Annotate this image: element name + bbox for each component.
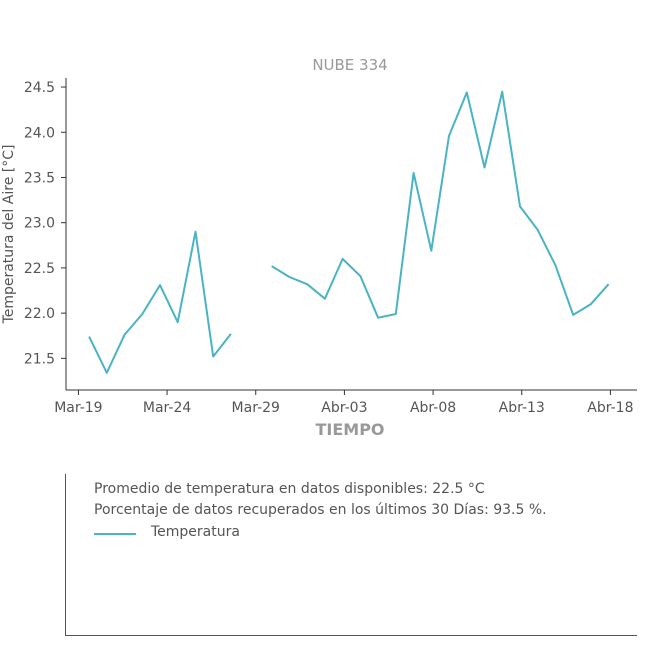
recovered-data-percentage-text: Porcentaje de datos recuperados en los ú… xyxy=(94,502,547,518)
series-line-temperatura xyxy=(88,230,232,374)
y-tick-label: 24.5 xyxy=(24,80,55,96)
x-axis-label: TIEMPO xyxy=(315,420,384,439)
y-tick-label: 22.5 xyxy=(24,261,55,277)
x-tick-label: Abr-03 xyxy=(321,400,367,416)
x-tick-label: Mar-29 xyxy=(232,400,280,416)
y-tick-label: 23.0 xyxy=(24,216,55,232)
temperature-chart: NUBE 334 21.5 22.0 22.5 23.0 23.5 24.0 24.5 Ma… xyxy=(1,56,637,439)
legend-label-temperatura: Temperatura xyxy=(151,524,240,540)
x-axis-ticks: Mar-19 Mar-24 Mar-29 Abr-03 Abr-08 Abr-13 Abr-… xyxy=(54,390,634,416)
average-temperature-text: Promedio de temperatura en datos disponi… xyxy=(94,481,485,497)
x-tick-label: Abr-08 xyxy=(410,400,456,416)
series-line-temperatura xyxy=(271,90,610,319)
x-tick-label: Mar-19 xyxy=(54,400,102,416)
y-tick-label: 21.5 xyxy=(24,351,55,367)
y-tick-label: 24.0 xyxy=(24,125,55,141)
chart-title: NUBE 334 xyxy=(312,56,387,74)
y-tick-label: 23.5 xyxy=(24,170,55,186)
y-axis-label: Temperatura del Aire [°C] xyxy=(1,145,17,325)
legend-swatch-temperatura xyxy=(94,533,136,535)
y-tick-label: 22.0 xyxy=(24,306,55,322)
x-tick-label: Abr-13 xyxy=(499,400,545,416)
y-axis-ticks: 21.5 22.0 22.5 23.0 23.5 24.0 24.5 xyxy=(24,80,66,367)
info-panel: Promedio de temperatura en datos disponi… xyxy=(65,474,637,636)
x-tick-label: Mar-24 xyxy=(143,400,191,416)
series-lines xyxy=(88,90,610,374)
x-tick-label: Abr-18 xyxy=(587,400,633,416)
